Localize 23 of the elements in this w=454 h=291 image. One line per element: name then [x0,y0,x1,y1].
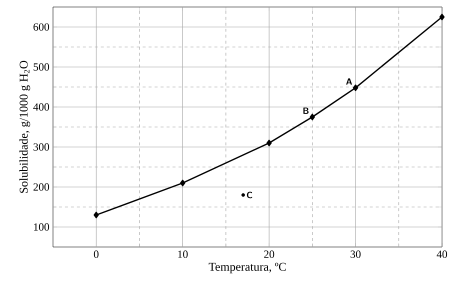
point [180,180,186,186]
x-axis-title: Temperatura, ºC [208,262,286,274]
x-tick-label: 0 [94,250,99,258]
annotation: C [246,192,252,198]
y-tick-label: 600 [34,23,50,31]
x-tick-label: 40 [436,250,448,258]
y-tick-label: 500 [34,63,50,71]
point [94,212,99,218]
y-tick-label: 100 [34,223,50,231]
y-axis-title: Solubilidade, g/1000 g H$_{2}$O [19,60,30,193]
y-tick-label: 400 [33,103,50,111]
x-tick-label: 20 [264,250,274,258]
point [241,193,245,197]
point [352,84,358,92]
x-tick-label: 10 [178,250,188,258]
y-tick-label: 300 [34,143,50,151]
point [310,114,315,120]
y-tick-label: 200 [34,183,50,191]
annotation: B [303,108,309,114]
point [266,140,272,146]
point [439,14,445,20]
annotation: A [346,78,352,85]
x-tick-label: 30 [350,250,361,258]
